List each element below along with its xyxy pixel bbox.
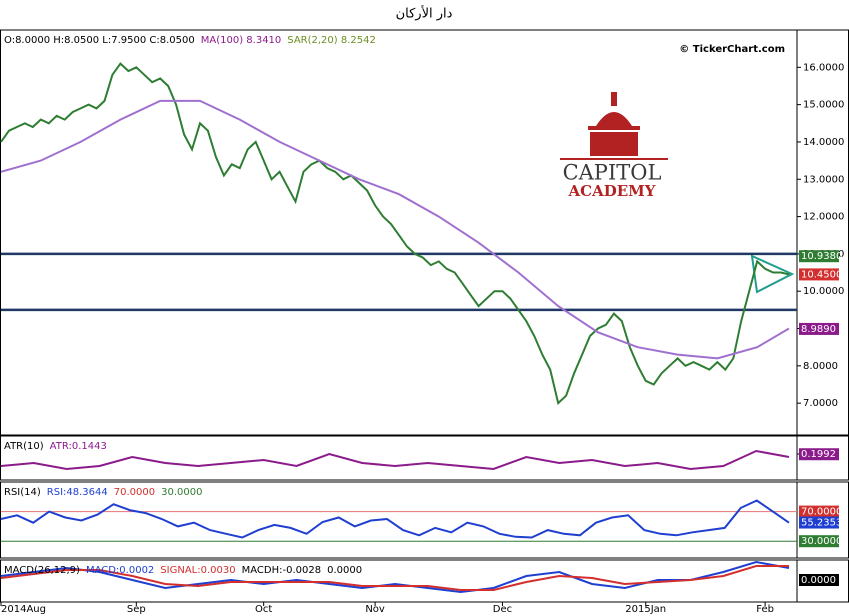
price-tag <box>799 516 839 529</box>
panel-header: 0.0000 <box>327 565 362 576</box>
price-tag <box>799 322 839 335</box>
x-tick-label: 2015Jan <box>625 604 666 615</box>
series-line <box>0 99 790 360</box>
price-tag-label: 10.9380 <box>801 251 842 262</box>
panel-header: RSI:48.3644 <box>47 487 108 498</box>
panel-header: MA(100) 8.3410 <box>201 35 282 46</box>
credit: © TickerChart.com <box>679 44 785 55</box>
series-line <box>0 499 790 539</box>
price-tag-label: 8.9890 <box>801 324 836 335</box>
price-tag <box>799 535 839 548</box>
panel-header: SAR(2,20) 8.2542 <box>287 35 376 46</box>
price-tag <box>799 505 839 518</box>
panel-header: MACDH:-0.0028 <box>242 565 321 576</box>
price-tag-label: 0.1992 <box>801 449 836 460</box>
price-tag <box>799 268 839 281</box>
panel-header: MACD:0.0002 <box>86 565 154 576</box>
panel-header: 30.0000 <box>161 487 202 498</box>
y-tick-label: 14.0000 <box>803 137 844 148</box>
y-tick-label: 15.0000 <box>803 100 844 111</box>
watermark-text: ACADEMY <box>568 182 656 200</box>
x-tick-label: Sep <box>127 604 146 615</box>
series-line <box>0 62 790 406</box>
y-tick-label: 8.0000 <box>803 361 838 372</box>
panel-header: RSI(14) <box>4 487 41 498</box>
price-tag-label: 55.2353 <box>801 518 842 529</box>
watermark-text: CAPITOL <box>563 161 662 185</box>
panel-header: 70.0000 <box>114 487 155 498</box>
series-line <box>0 560 790 594</box>
series-line <box>0 565 789 591</box>
price-tag-label: 10.4500 <box>801 269 842 280</box>
x-tick-label: Feb <box>756 604 774 615</box>
page-title: دار الأركان <box>396 5 453 22</box>
y-tick-label: 13.0000 <box>803 174 844 185</box>
x-tick-label: 2014Aug <box>1 604 46 615</box>
y-tick-label: 16.0000 <box>803 62 844 73</box>
y-tick-label: 10.0000 <box>803 286 844 297</box>
watermark-logo <box>560 92 668 160</box>
series-line <box>0 449 790 471</box>
price-tag-label: 30.0000 <box>801 536 842 547</box>
x-tick-label: Dec <box>493 604 512 615</box>
panel-header: ATR(10) <box>4 441 44 452</box>
panel-header: MACD(26,12,9) <box>4 565 80 576</box>
panel-header: SIGNAL:0.0030 <box>160 565 235 576</box>
y-tick-label: 7.0000 <box>803 398 838 409</box>
x-tick-label: Oct <box>255 604 272 615</box>
panel-header: ATR:0.1443 <box>50 441 107 452</box>
x-tick-label: Nov <box>365 604 385 615</box>
price-tag <box>799 574 839 586</box>
price-tag <box>799 250 839 263</box>
panel-header: O:8.0000 H:8.0500 L:7.9500 C:8.0500 <box>4 35 195 46</box>
price-tag-label: 70.0000 <box>801 507 842 518</box>
price-tag-label: 0.0000 <box>801 575 836 586</box>
price-tag <box>799 448 839 461</box>
y-tick-label: 12.0000 <box>803 212 844 223</box>
